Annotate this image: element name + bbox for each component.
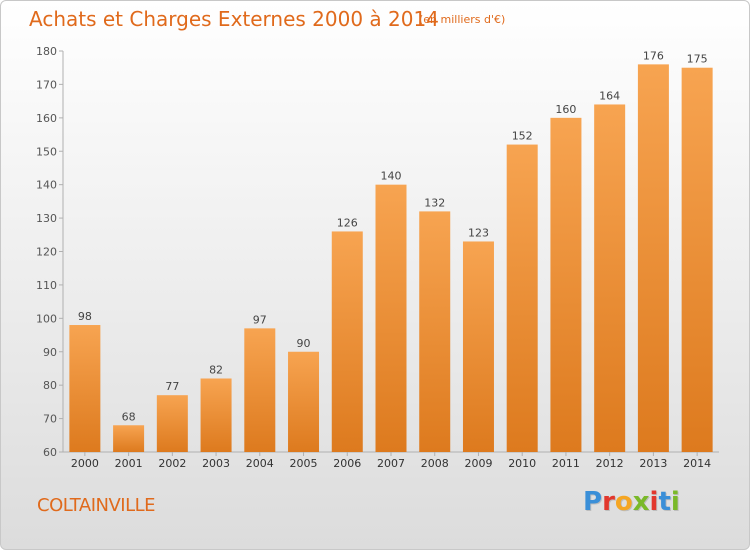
chart-title: Achats et Charges Externes 2000 à 2014	[29, 7, 439, 31]
bar	[69, 325, 101, 452]
data-label: 126	[337, 216, 358, 229]
bar	[506, 144, 538, 453]
y-tick-label: 150	[36, 145, 57, 158]
y-tick-label: 100	[36, 312, 57, 325]
chart-subtitle: (en milliers d'€)	[419, 13, 506, 26]
bar	[419, 211, 451, 452]
bar	[594, 104, 626, 452]
proxiti-logo: Proxiti	[583, 487, 680, 517]
logo-letter: o	[614, 487, 633, 517]
data-label: 160	[555, 103, 576, 116]
x-tick-label: 2005	[290, 457, 318, 470]
data-label: 68	[122, 410, 136, 423]
data-label: 140	[381, 170, 402, 183]
x-tick-label: 2007	[377, 457, 405, 470]
bar	[550, 117, 582, 452]
x-tick-label: 2008	[421, 457, 449, 470]
y-tick-label: 140	[36, 179, 57, 192]
x-tick-label: 2010	[508, 457, 536, 470]
data-label: 132	[424, 196, 445, 209]
y-tick-label: 60	[43, 446, 57, 459]
place-name: COLTAINVILLE	[37, 495, 156, 516]
x-tick-label: 2002	[158, 457, 186, 470]
logo-letter: r	[602, 487, 615, 517]
y-tick-label: 170	[36, 78, 57, 91]
y-tick-label: 130	[36, 212, 57, 225]
data-label: 176	[643, 49, 664, 62]
x-tick-label: 2004	[246, 457, 274, 470]
data-label: 77	[165, 380, 179, 393]
bar	[375, 184, 407, 452]
y-tick-label: 120	[36, 246, 57, 259]
x-tick-label: 2000	[71, 457, 99, 470]
data-label: 82	[209, 363, 223, 376]
bar	[288, 351, 320, 452]
y-tick-label: 160	[36, 112, 57, 125]
logo-letter: t	[658, 487, 671, 517]
bar	[113, 425, 145, 452]
data-label: 164	[599, 89, 620, 102]
y-tick-label: 90	[43, 346, 57, 359]
y-tick-label: 180	[36, 45, 57, 58]
bar	[200, 378, 232, 452]
data-label: 123	[468, 226, 489, 239]
x-tick-label: 2013	[639, 457, 667, 470]
y-tick-label: 110	[36, 279, 57, 292]
data-label: 152	[512, 130, 533, 143]
data-label: 175	[687, 53, 708, 66]
bar	[156, 395, 188, 452]
x-tick-label: 2011	[552, 457, 580, 470]
y-tick-label: 70	[43, 413, 57, 426]
bar	[331, 231, 363, 452]
x-tick-label: 2001	[115, 457, 143, 470]
logo-letter: P	[583, 487, 603, 517]
bar	[462, 241, 494, 452]
x-tick-label: 2003	[202, 457, 230, 470]
logo-letter: i	[670, 487, 680, 517]
y-tick-label: 80	[43, 379, 57, 392]
data-label: 90	[297, 337, 311, 350]
bar	[637, 64, 669, 452]
data-label: 97	[253, 313, 267, 326]
logo-letter: x	[632, 487, 650, 517]
logo-letter: i	[649, 487, 659, 517]
x-tick-label: 2006	[333, 457, 361, 470]
data-label: 98	[78, 310, 92, 323]
bar	[681, 67, 713, 452]
x-tick-label: 2012	[596, 457, 624, 470]
bar	[244, 328, 276, 452]
x-tick-label: 2014	[683, 457, 711, 470]
x-tick-label: 2009	[464, 457, 492, 470]
